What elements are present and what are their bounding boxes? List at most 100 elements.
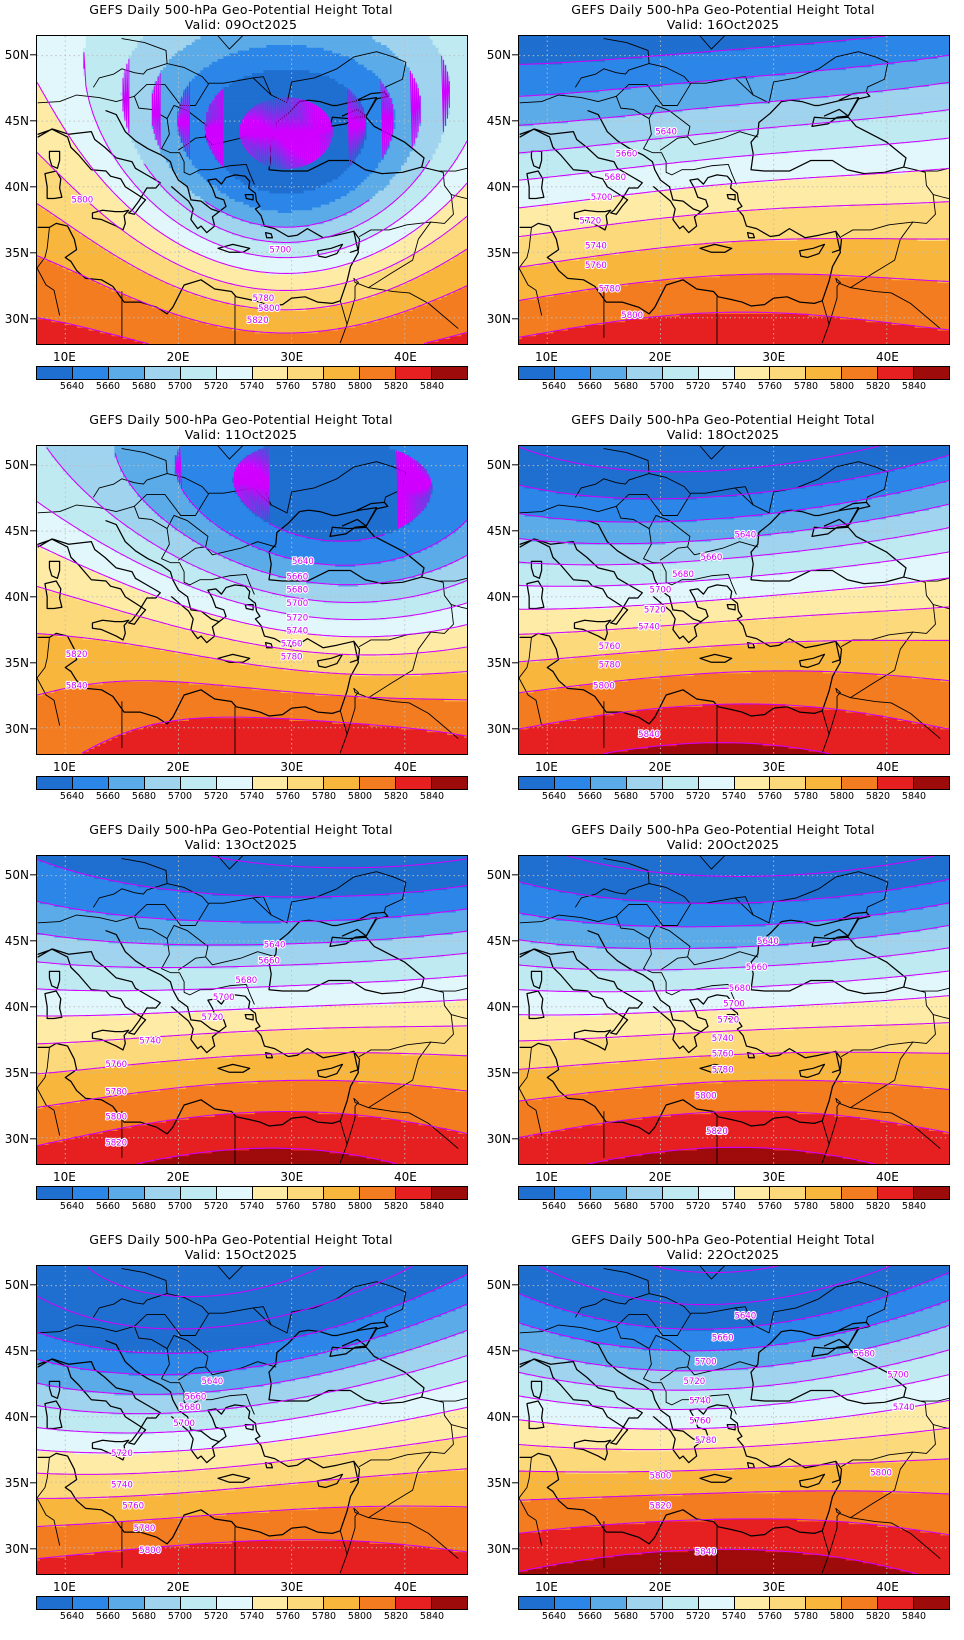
colorbar-tick-label: 5760 — [275, 381, 301, 392]
forecast-panel: GEFS Daily 500-hPa Geo-Potential Height … — [482, 1230, 964, 1640]
colorbar-tick-label: 5840 — [901, 1611, 927, 1622]
colorbar-swatch — [698, 367, 735, 379]
x-axis-label: 10E — [52, 1170, 76, 1184]
panel-valid-date: Valid: 09Oct2025 — [184, 17, 298, 32]
country-borders — [37, 446, 467, 754]
x-axis-label: 20E — [648, 760, 672, 774]
panel-valid-date: Valid: 15Oct2025 — [184, 1247, 298, 1262]
contour-label: 5800 — [650, 1471, 672, 1481]
x-axis-label: 40E — [876, 350, 899, 364]
panel-titles: GEFS Daily 500-hPa Geo-Potential Height … — [482, 1232, 964, 1262]
map-frame: 5640 5660 5680 5700 5720 5740 5760 5780 5800 5840 — [518, 445, 950, 755]
colorbar-tick-label: 5820 — [865, 1611, 891, 1622]
colorbar-swatch — [252, 777, 289, 789]
colorbar-swatch — [770, 1187, 807, 1199]
y-axis-label: 45N — [486, 113, 511, 128]
y-axis-label: 30N — [4, 1131, 29, 1146]
filled-contours — [519, 1266, 949, 1574]
contour-label: 5720 — [644, 605, 666, 615]
y-axis-tick — [30, 317, 36, 320]
country-borders — [519, 36, 949, 344]
y-axis-tick — [30, 1137, 36, 1140]
colorbar — [36, 776, 468, 790]
lat-lon-gridlines — [37, 36, 467, 344]
contour-label: 5800 — [870, 1469, 892, 1479]
colorbar-swatch — [698, 777, 735, 789]
contour-label: 5780 — [105, 1088, 127, 1098]
panel-titles: GEFS Daily 500-hPa Geo-Potential Height … — [0, 412, 482, 442]
y-axis-tick — [30, 727, 36, 730]
map-frame: 5640 5660 5680 5700 5720 5740 5760 5780 5820 5840 — [36, 445, 468, 755]
x-axis-label: 20E — [648, 1170, 672, 1184]
colorbar-swatch — [108, 1187, 145, 1199]
forecast-panel: GEFS Daily 500-hPa Geo-Potential Height … — [0, 410, 482, 820]
y-axis-label: 45N — [4, 523, 29, 538]
colorbar-tick-label: 5640 — [59, 791, 85, 802]
y-axis-tick — [512, 661, 518, 664]
y-axis-label: 40N — [4, 589, 29, 604]
contour-label: 5780 — [599, 660, 621, 670]
colorbar-swatch — [144, 1597, 181, 1609]
contour-label: 5680 — [853, 1349, 875, 1359]
colorbar-tick-label: 5820 — [865, 381, 891, 392]
colorbar-swatch — [72, 777, 109, 789]
y-axis-tick — [512, 185, 518, 188]
contour-label: 5820 — [105, 1139, 127, 1149]
y-axis-label: 35N — [4, 1065, 29, 1080]
y-axis-label: 30N — [486, 1131, 511, 1146]
y-axis-tick — [512, 1481, 518, 1484]
colorbar-swatch — [360, 367, 397, 379]
contour-label: 5760 — [122, 1501, 144, 1511]
map-frame: 5640 5660 5680 5700 5720 5740 5760 5780 5800 — [518, 35, 950, 345]
colorbar-tick-label: 5700 — [167, 381, 193, 392]
x-axis-label: 20E — [648, 350, 672, 364]
colorbar-tick-label: 5780 — [793, 1611, 819, 1622]
colorbar-tick-label: 5800 — [347, 1611, 373, 1622]
colorbar-swatch — [519, 1597, 555, 1609]
y-axis-tick — [30, 1481, 36, 1484]
y-axis-label: 40N — [486, 999, 511, 1014]
panel-titles: GEFS Daily 500-hPa Geo-Potential Height … — [0, 1232, 482, 1262]
colorbar-swatch — [914, 1187, 950, 1199]
y-axis-label: 35N — [486, 655, 511, 670]
forecast-panel: GEFS Daily 500-hPa Geo-Potential Height … — [482, 410, 964, 820]
colorbar-tick-label: 5740 — [721, 381, 747, 392]
colorbar-ticks: 5640 5660 5680 5700 5720 5740 5760 5780 5800 5820… — [36, 1201, 468, 1215]
colorbar-swatch — [554, 777, 591, 789]
contour-label: 5680 — [672, 570, 694, 580]
y-axis-tick — [512, 1005, 518, 1008]
contour-label: 5840 — [66, 681, 88, 691]
contour-label: 5820 — [66, 650, 88, 660]
map-plot: 5640 5660 5680 5700 5720 5740 5760 5780 5800 — [519, 36, 949, 344]
map-frame: 5640 5660 5680 5700 5720 5740 5760 5780 5800 5820 — [518, 855, 950, 1165]
colorbar-swatch — [144, 777, 181, 789]
colorbar-swatch — [432, 777, 468, 789]
y-axis-tick — [512, 1415, 518, 1418]
y-axis-tick — [30, 120, 36, 122]
colorbar-swatch — [108, 367, 145, 379]
contour-label: 5760 — [689, 1416, 711, 1426]
colorbar-swatch — [914, 1597, 950, 1609]
colorbar-tick-label: 5760 — [757, 381, 783, 392]
colorbar-tick-label: 5740 — [721, 791, 747, 802]
colorbar-swatch — [519, 777, 555, 789]
contour-label: 5740 — [111, 1480, 133, 1490]
lat-lon-gridlines — [37, 1266, 467, 1574]
y-axis-label: 45N — [486, 523, 511, 538]
colorbar-swatch — [324, 1187, 361, 1199]
colorbar-swatch — [216, 1187, 253, 1199]
colorbar-tick-label: 5700 — [649, 381, 675, 392]
colorbar-swatch — [72, 1597, 109, 1609]
colorbar-tick-label: 5680 — [131, 1201, 157, 1212]
panel-title: GEFS Daily 500-hPa Geo-Potential Height … — [571, 1232, 875, 1247]
colorbar — [518, 776, 950, 790]
colorbar-swatch — [288, 367, 325, 379]
contour-label: 5840 — [638, 730, 660, 740]
colorbar-swatch — [878, 1597, 915, 1609]
x-axis-label: 30E — [280, 760, 304, 774]
colorbar-tick-label: 5760 — [757, 791, 783, 802]
y-axis-label: 50N — [4, 457, 29, 472]
colorbar-swatch — [590, 1187, 627, 1199]
